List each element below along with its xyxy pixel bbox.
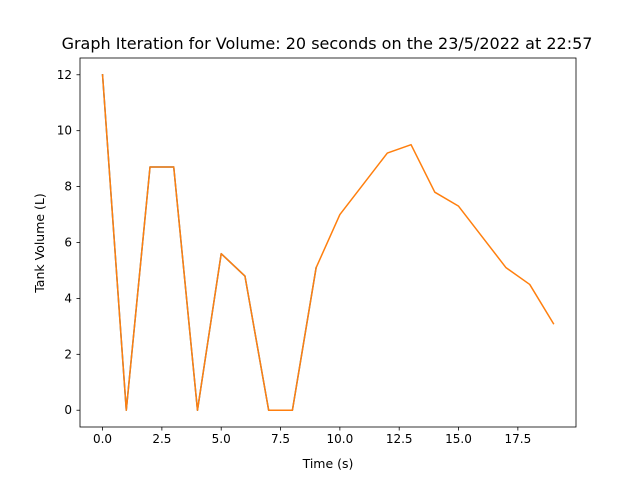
x-tick-label: 17.5: [504, 432, 531, 446]
x-tick-label: 5.0: [212, 432, 231, 446]
chart-title: Graph Iteration for Volume: 20 seconds o…: [62, 34, 593, 53]
y-tick-label: 0: [64, 403, 72, 417]
x-axis-ticks: 0.0 2.5 5.0 7.5 10.0 12.5 15.0 17.5: [93, 427, 531, 446]
x-tick-label: 10.0: [327, 432, 354, 446]
x-tick-label: 15.0: [445, 432, 472, 446]
y-tick-label: 12: [57, 68, 72, 82]
series-layer: [101, 73, 555, 411]
x-tick-label: 12.5: [386, 432, 413, 446]
y-tick-label: 4: [64, 291, 72, 305]
y-axis-label: Tank Volume (L): [32, 193, 47, 294]
y-tick-label: 6: [64, 236, 72, 250]
y-tick-label: 2: [64, 347, 72, 361]
y-tick-label: 8: [64, 180, 72, 194]
y-tick-label: 10: [57, 124, 72, 138]
series-line-1: [101, 73, 317, 411]
x-axis-label: Time (s): [302, 456, 354, 471]
series-line-2: [101, 73, 555, 411]
x-tick-label: 7.5: [271, 432, 290, 446]
x-tick-label: 2.5: [152, 432, 171, 446]
y-axis-ticks: 0 2 4 6 8 10 12: [57, 68, 80, 417]
x-tick-label: 0.0: [93, 432, 112, 446]
